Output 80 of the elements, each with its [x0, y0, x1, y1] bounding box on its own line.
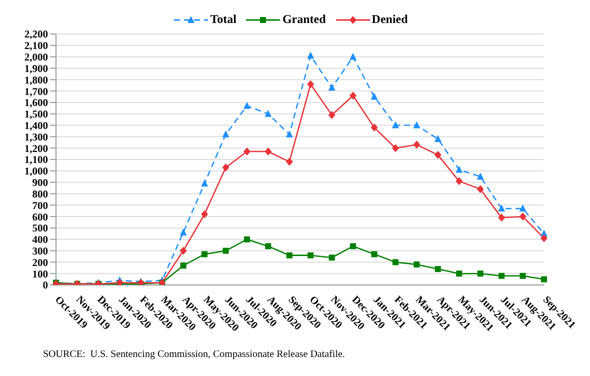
legend-label: Granted [281, 12, 326, 26]
point [243, 148, 250, 156]
point [328, 84, 336, 91]
point [392, 144, 399, 152]
point [308, 252, 314, 258]
point [477, 270, 484, 277]
y-tick-label: 1,100 [24, 155, 48, 166]
legend-label: Total [209, 12, 236, 26]
point [265, 243, 272, 250]
y-tick-label: 300 [32, 246, 48, 258]
y-tick-label: 1,500 [24, 110, 48, 121]
y-tick-label: 1,800 [24, 75, 48, 86]
point [519, 212, 526, 221]
y-tick-label: 1,900 [24, 64, 48, 75]
point [540, 234, 548, 242]
point [434, 150, 442, 159]
y-tick-label: 600 [32, 212, 48, 224]
point [328, 254, 335, 261]
point [243, 102, 250, 109]
y-tick-label: 1,000 [24, 166, 48, 178]
point [414, 261, 420, 268]
y-tick-label: 1,700 [24, 86, 48, 98]
point [307, 80, 314, 88]
point [201, 179, 208, 186]
point [222, 130, 230, 138]
point [286, 158, 293, 166]
point [201, 210, 208, 218]
y-tick-label: 1,600 [24, 98, 48, 110]
point [307, 52, 314, 59]
point [350, 243, 356, 250]
point [456, 166, 463, 173]
point [222, 163, 230, 172]
point [244, 236, 250, 242]
point [541, 276, 547, 282]
point [413, 121, 420, 128]
point [350, 52, 357, 60]
point [434, 266, 441, 272]
point [370, 92, 378, 100]
point [286, 130, 293, 138]
y-tick-label: 1,200 [24, 144, 48, 155]
point [180, 228, 187, 236]
y-tick-label: 0 [42, 280, 48, 292]
point [456, 177, 463, 186]
point [222, 248, 229, 254]
point [434, 134, 442, 142]
y-tick-label: 700 [32, 200, 48, 212]
point [180, 246, 187, 255]
point [350, 92, 357, 100]
point [456, 270, 462, 277]
y-tick-label: 1,300 [24, 132, 48, 144]
point [392, 121, 399, 128]
point [180, 262, 186, 269]
legend-label: Denied [370, 12, 408, 26]
point [413, 140, 420, 149]
point [476, 172, 484, 180]
y-tick-label: 2,000 [24, 52, 48, 64]
y-tick-label: 2,100 [24, 41, 48, 52]
y-tick-label: 2,200 [24, 30, 48, 41]
point [264, 110, 272, 117]
point [498, 204, 506, 212]
point [476, 185, 484, 194]
point [264, 148, 272, 156]
y-tick-label: 1,400 [24, 121, 48, 132]
point [519, 204, 526, 212]
point [286, 252, 292, 258]
point [392, 259, 398, 266]
y-tick-label: 100 [32, 269, 48, 280]
y-tick-label: 400 [32, 235, 48, 246]
point [498, 214, 506, 222]
point [498, 272, 505, 279]
y-tick-label: 900 [32, 178, 48, 190]
y-tick-label: 800 [32, 189, 48, 200]
y-tick-label: 500 [32, 224, 48, 235]
y-tick-label: 200 [32, 258, 48, 269]
point [371, 251, 378, 258]
point [520, 272, 526, 279]
point [202, 251, 208, 258]
source-note: SOURCE: U.S. Sentencing Commission, Compassionate Release Datafile. [43, 349, 346, 360]
point [370, 124, 378, 132]
point [328, 111, 336, 120]
